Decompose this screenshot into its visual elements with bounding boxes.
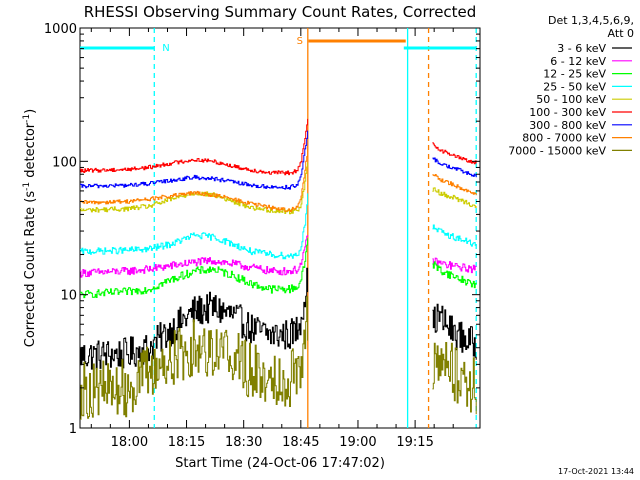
legend-entry-label: 6 - 12 keV: [550, 55, 606, 68]
legend-entry-label: 7000 - 15000 keV: [508, 144, 606, 157]
x-tick-label: 18:00: [111, 435, 148, 450]
legend-entry-label: 800 - 7000 keV: [522, 132, 606, 145]
series-line-post: [432, 142, 477, 165]
legend-entry-label: 50 - 100 keV: [536, 93, 606, 106]
series-7000_15000keV-kev: [80, 296, 477, 420]
y-axis-label: Corrected Count Rate (s-1 detector-1): [22, 109, 38, 347]
series-line-post: [432, 157, 477, 178]
y-tick-label: 10: [60, 289, 77, 304]
series-3_6keV-kev: [80, 267, 477, 370]
series-800_7000keV-kev: [80, 145, 477, 213]
legend-header-line2: Att 0: [608, 27, 634, 40]
series-12_25keV-kev: [80, 238, 477, 299]
series-line-post: [432, 342, 477, 415]
series-line-post: [432, 187, 477, 208]
legend-entry-label: 100 - 300 keV: [529, 106, 606, 119]
plot-frame: [79, 27, 481, 429]
series-25_50keV-kev: [80, 193, 477, 260]
series-line-pre: [80, 130, 309, 190]
series-line-post: [432, 224, 477, 247]
x-axis-label: Start Time (24-Oct-06 17:47:02): [175, 456, 385, 471]
series-line-pre: [80, 193, 309, 260]
series-6_12keV-kev: [80, 235, 477, 278]
legend-entry-label: 25 - 50 keV: [543, 80, 606, 93]
x-tick-label: 18:45: [282, 435, 319, 450]
y-tick-label: 100: [52, 155, 77, 170]
chart-title: RHESSI Observing Summary Count Rates, Co…: [84, 3, 477, 21]
series-line-pre: [80, 118, 309, 176]
series-line-pre: [80, 296, 309, 420]
legend-entry-label: 12 - 25 keV: [543, 68, 606, 81]
series-300_800keV-kev: [80, 130, 477, 190]
axis-layer: 1 10 100 1000 18:00 18:15 18:30 18:45 19:00 19:15: [44, 22, 480, 450]
series-line-post: [432, 261, 477, 289]
legend-entry-label: 3 - 6 keV: [557, 42, 606, 55]
series-layer: [80, 118, 477, 420]
series-line-post: [432, 303, 477, 360]
x-tick-label: 18:15: [168, 435, 205, 450]
series-line-pre: [80, 145, 309, 213]
x-tick-label: 19:15: [396, 435, 433, 450]
x-tick-label: 18:30: [225, 435, 262, 450]
y-tick-label: 1: [69, 422, 77, 437]
legend-entry-label: 300 - 800 keV: [529, 119, 606, 132]
flag-label: S: [297, 36, 303, 47]
series-line-pre: [80, 238, 309, 299]
flag-label: N: [162, 43, 169, 54]
legend-header-line1: Det 1,3,4,5,6,9,: [548, 14, 634, 27]
series-line-pre: [80, 267, 309, 370]
x-tick-label: 19:00: [339, 435, 376, 450]
footer-date: 17-Oct-2021 13:44: [558, 467, 634, 476]
series-line-pre: [80, 235, 309, 278]
series-line-post: [432, 257, 477, 274]
series-line-post: [432, 174, 477, 196]
series-100_300keV-kev: [80, 118, 477, 176]
y-tick-label: 1000: [44, 22, 77, 37]
